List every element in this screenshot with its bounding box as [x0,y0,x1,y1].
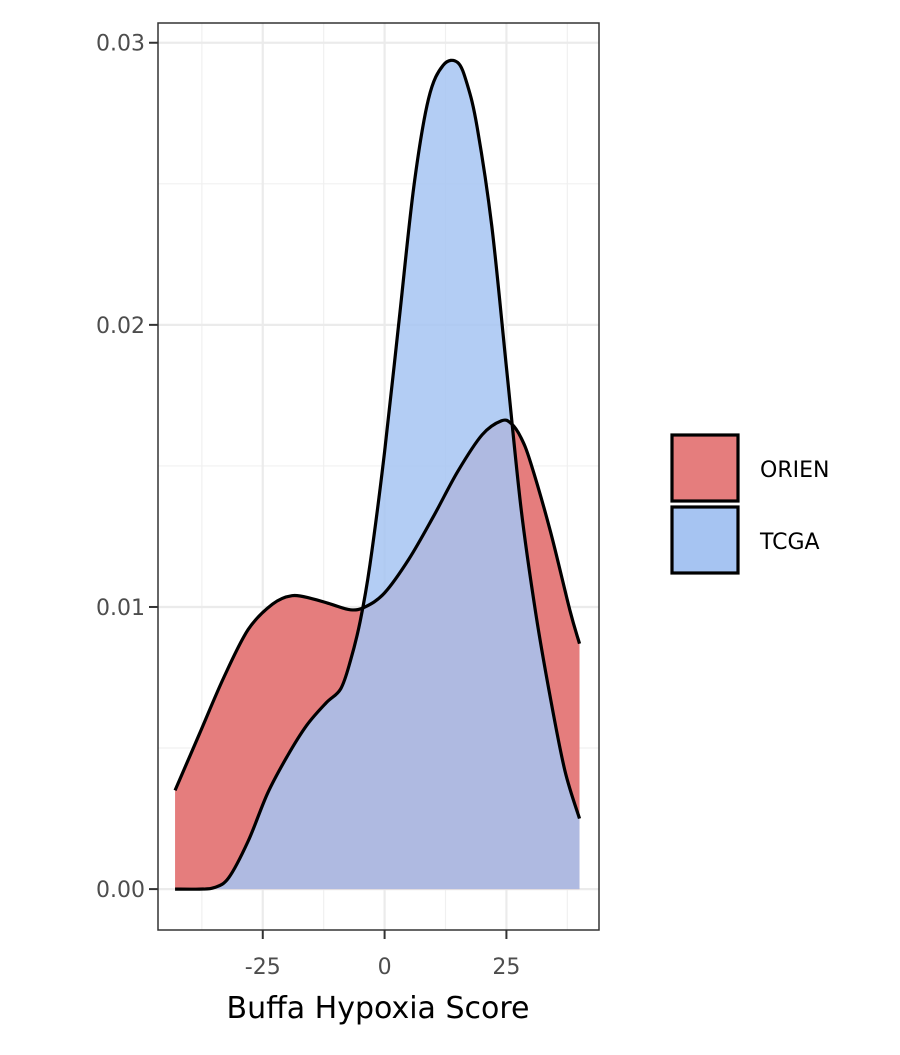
density-curves [173,58,582,891]
y-axis: 0.00 0.01 0.02 0.03 [96,32,158,903]
tcga-density-area [175,60,580,890]
y-tick-label: 0.01 [96,596,145,621]
orien-legend-label: ORIEN [760,458,829,483]
x-tick-label: 0 [378,955,392,980]
x-tick-label: 25 [492,955,520,980]
orien-legend-swatch [670,433,740,503]
x-axis: -25 0 25 [245,930,520,980]
density-areas [175,60,580,890]
legend: ORIEN TCGA [670,433,829,575]
tcga-legend-label: TCGA [759,530,820,555]
orien-density-curve [173,418,582,791]
y-tick-label: 0.00 [96,878,145,903]
x-tick-label: -25 [245,955,281,980]
y-tick-label: 0.02 [96,314,145,339]
tcga-legend-swatch [670,505,740,575]
panel-border [157,22,600,931]
x-axis-title: Buffa Hypoxia Score [226,991,529,1026]
tcga-density-curve [175,58,582,891]
y-tick-label: 0.03 [96,32,145,57]
